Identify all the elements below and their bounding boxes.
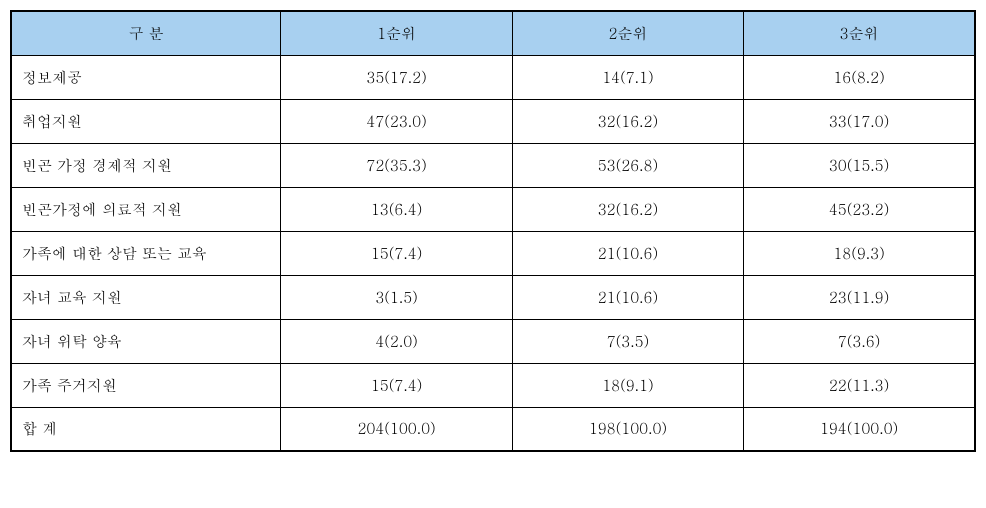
table-row: 가족 주거지원 15(7.4) 18(9.1) 22(11.3) [11, 363, 975, 407]
table-row: 자녀 교육 지원 3(1.5) 21(10.6) 23(11.9) [11, 275, 975, 319]
row-label: 합 계 [11, 407, 281, 451]
table-row: 자녀 위탁 양육 4(2.0) 7(3.5) 7(3.6) [11, 319, 975, 363]
data-cell: 18(9.1) [512, 363, 743, 407]
data-cell: 35(17.2) [281, 55, 512, 99]
table-body: 정보제공 35(17.2) 14(7.1) 16(8.2) 취업지원 47(23… [11, 55, 975, 451]
data-cell: 53(26.8) [512, 143, 743, 187]
data-cell: 198(100.0) [512, 407, 743, 451]
header-category: 구 분 [11, 11, 281, 55]
row-label: 정보제공 [11, 55, 281, 99]
data-cell: 47(23.0) [281, 99, 512, 143]
header-rank1: 1순위 [281, 11, 512, 55]
row-label: 취업지원 [11, 99, 281, 143]
row-label: 자녀 교육 지원 [11, 275, 281, 319]
data-cell: 32(16.2) [512, 187, 743, 231]
data-cell: 30(15.5) [744, 143, 975, 187]
row-label: 가족 주거지원 [11, 363, 281, 407]
data-cell: 45(23.2) [744, 187, 975, 231]
data-cell: 72(35.3) [281, 143, 512, 187]
data-cell: 194(100.0) [744, 407, 975, 451]
data-cell: 3(1.5) [281, 275, 512, 319]
table-row: 정보제공 35(17.2) 14(7.1) 16(8.2) [11, 55, 975, 99]
data-cell: 13(6.4) [281, 187, 512, 231]
data-cell: 7(3.6) [744, 319, 975, 363]
data-cell: 23(11.9) [744, 275, 975, 319]
data-cell: 32(16.2) [512, 99, 743, 143]
data-cell: 16(8.2) [744, 55, 975, 99]
data-cell: 21(10.6) [512, 275, 743, 319]
table-header-row: 구 분 1순위 2순위 3순위 [11, 11, 975, 55]
table-container: 구 분 1순위 2순위 3순위 정보제공 35(17.2) 14(7.1) 16… [10, 10, 976, 452]
data-cell: 21(10.6) [512, 231, 743, 275]
row-label: 가족에 대한 상담 또는 교육 [11, 231, 281, 275]
header-rank2: 2순위 [512, 11, 743, 55]
data-cell: 204(100.0) [281, 407, 512, 451]
data-cell: 15(7.4) [281, 231, 512, 275]
header-rank3: 3순위 [744, 11, 975, 55]
data-cell: 7(3.5) [512, 319, 743, 363]
data-cell: 14(7.1) [512, 55, 743, 99]
data-cell: 33(17.0) [744, 99, 975, 143]
data-cell: 4(2.0) [281, 319, 512, 363]
data-cell: 22(11.3) [744, 363, 975, 407]
row-label: 자녀 위탁 양육 [11, 319, 281, 363]
table-row: 취업지원 47(23.0) 32(16.2) 33(17.0) [11, 99, 975, 143]
table-row: 빈곤가정에 의료적 지원 13(6.4) 32(16.2) 45(23.2) [11, 187, 975, 231]
priority-table: 구 분 1순위 2순위 3순위 정보제공 35(17.2) 14(7.1) 16… [10, 10, 976, 452]
row-label: 빈곤가정에 의료적 지원 [11, 187, 281, 231]
row-label: 빈곤 가정 경제적 지원 [11, 143, 281, 187]
data-cell: 18(9.3) [744, 231, 975, 275]
table-row: 빈곤 가정 경제적 지원 72(35.3) 53(26.8) 30(15.5) [11, 143, 975, 187]
table-row-total: 합 계 204(100.0) 198(100.0) 194(100.0) [11, 407, 975, 451]
table-row: 가족에 대한 상담 또는 교육 15(7.4) 21(10.6) 18(9.3) [11, 231, 975, 275]
data-cell: 15(7.4) [281, 363, 512, 407]
